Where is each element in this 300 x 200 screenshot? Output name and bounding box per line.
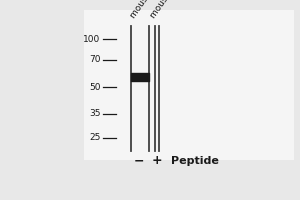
Text: 70: 70 [89,55,100,64]
Text: Peptide: Peptide [171,156,219,166]
Text: mouse kidney: mouse kidney [129,0,173,20]
Text: −: − [133,154,144,168]
Text: 35: 35 [89,110,100,118]
Text: 25: 25 [89,134,100,142]
Text: 50: 50 [89,83,100,92]
Text: mouse kidney: mouse kidney [148,0,192,20]
Text: 100: 100 [83,34,100,44]
Text: +: + [151,154,162,168]
FancyBboxPatch shape [84,10,294,160]
